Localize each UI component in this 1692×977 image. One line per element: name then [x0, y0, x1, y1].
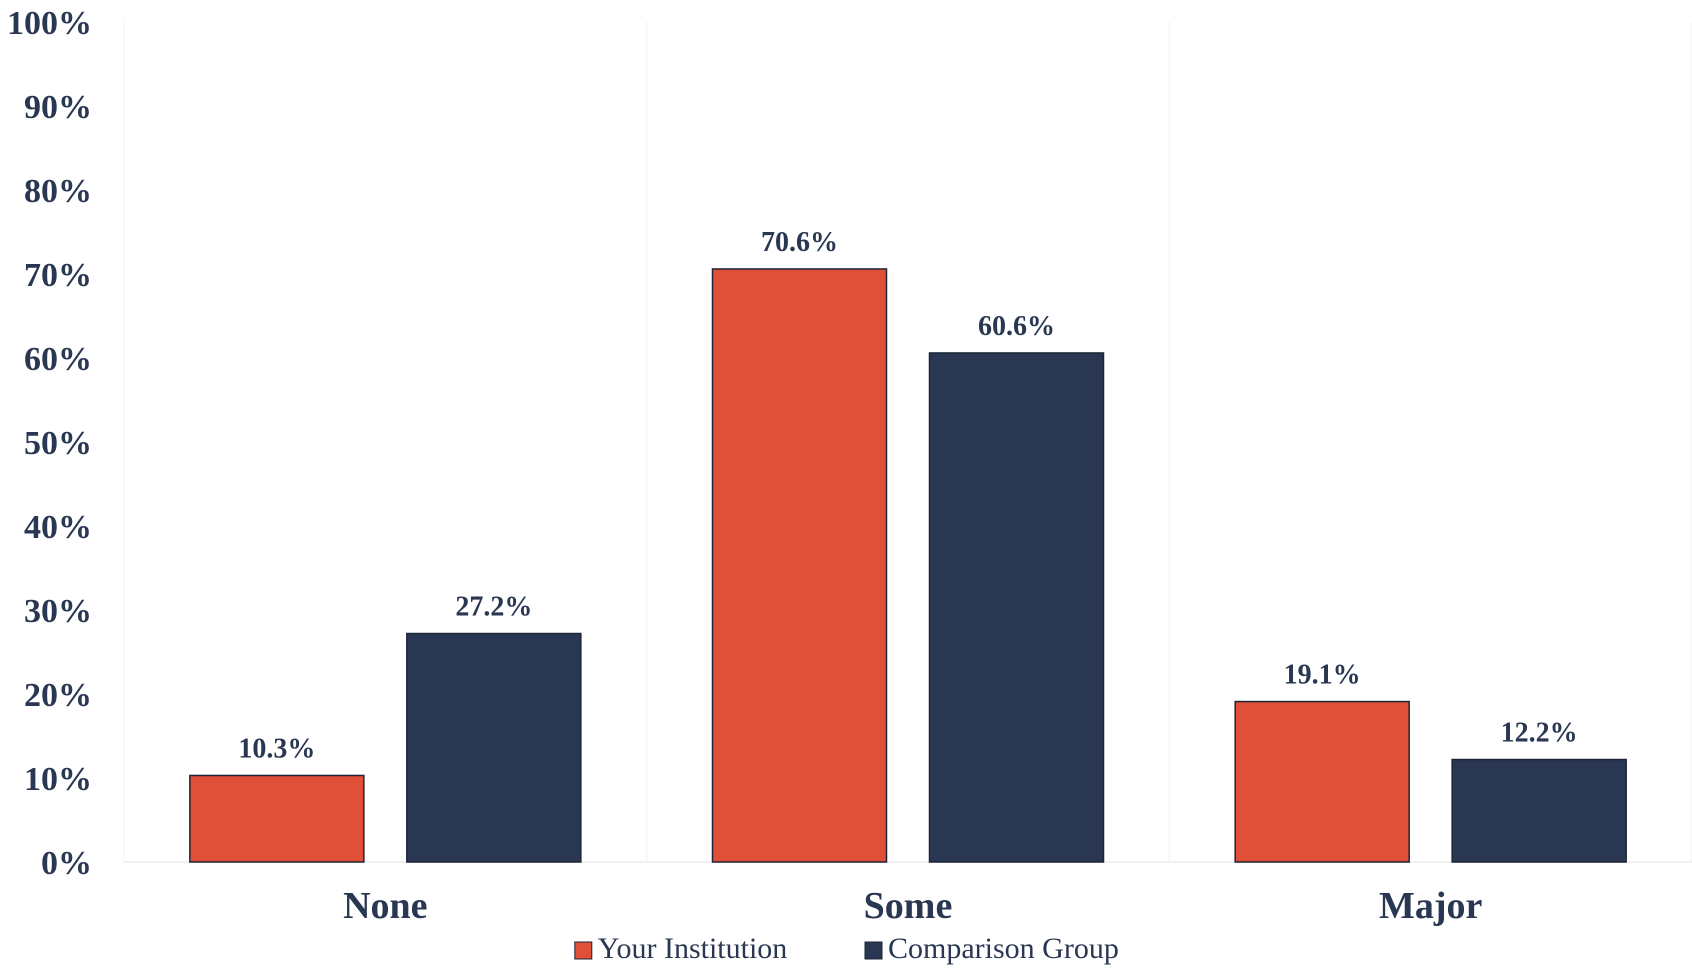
legend-swatch — [574, 941, 593, 960]
y-tick-label: 0% — [41, 845, 92, 882]
data-label: 19.1% — [1284, 660, 1361, 691]
y-tick-label: 60% — [24, 341, 92, 378]
bar — [1234, 700, 1410, 863]
data-label: 70.6% — [761, 227, 838, 258]
data-label: 27.2% — [455, 592, 532, 623]
y-tick-label: 70% — [24, 257, 92, 294]
y-tick-label: 90% — [24, 89, 92, 126]
x-category-label: Major — [1379, 885, 1483, 927]
bar — [406, 632, 582, 863]
legend-label: Your Institution — [598, 932, 788, 965]
x-category-label: Some — [864, 885, 953, 927]
bar — [189, 774, 365, 863]
bar — [711, 268, 888, 863]
y-tick-label: 20% — [24, 677, 92, 714]
y-tick-label: 30% — [24, 593, 92, 630]
y-tick-label: 80% — [24, 173, 92, 210]
y-tick-label: 10% — [24, 761, 92, 798]
bar — [1451, 758, 1627, 863]
legend-label: Comparison Group — [888, 932, 1119, 965]
y-tick-label: 50% — [24, 425, 92, 462]
data-label: 12.2% — [1501, 718, 1578, 749]
y-tick-label: 100% — [7, 5, 92, 42]
data-label: 60.6% — [978, 311, 1055, 342]
bar — [928, 352, 1105, 863]
x-category-label: None — [343, 885, 427, 927]
legend-swatch — [864, 941, 883, 960]
y-tick-label: 40% — [24, 509, 92, 546]
data-label: 10.3% — [238, 733, 315, 764]
